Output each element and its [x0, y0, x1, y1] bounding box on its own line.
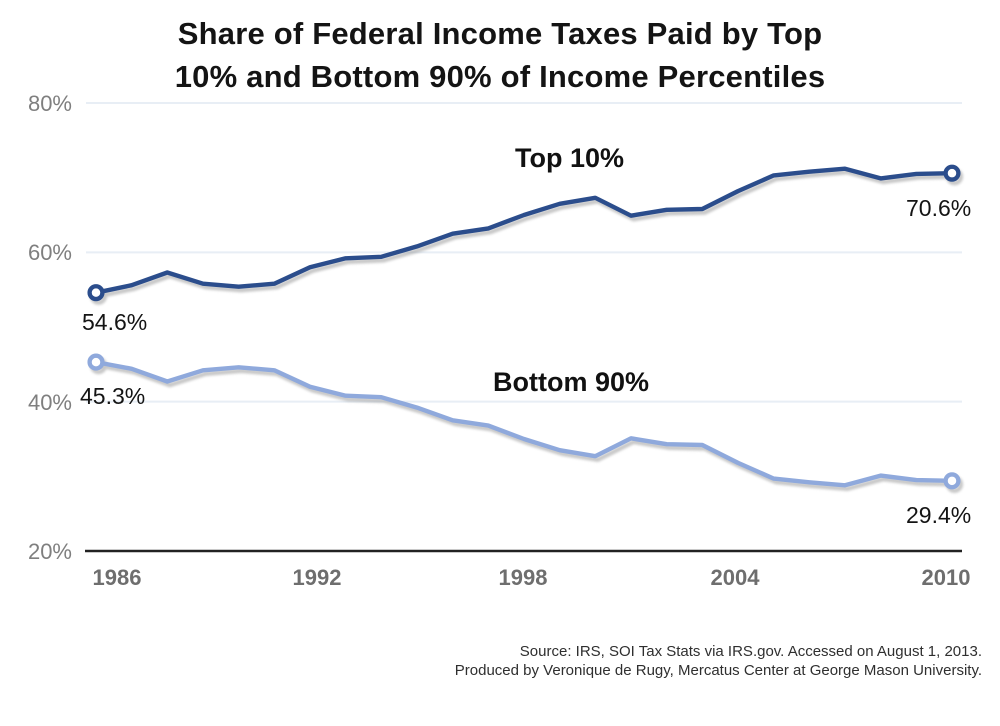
source-note: Source: IRS, SOI Tax Stats via IRS.gov. …: [455, 642, 982, 680]
x-tick-1998: 1998: [498, 565, 548, 590]
y-tick-20: 20%: [27, 539, 72, 564]
chart-title: Share of Federal Income Taxes Paid by To…: [0, 12, 1000, 98]
series-label-top-10: Top 10%: [515, 143, 625, 173]
endpoint-label-bottom-end: 29.4%: [906, 502, 972, 528]
top-10-line: [93, 166, 955, 295]
top-10-series: [87, 164, 961, 302]
top-10-line-shadow: [89, 168, 964, 305]
source-line-2: Produced by Veronique de Rugy, Mercatus …: [454, 662, 982, 679]
endpoint-label-top-end: 70.6%: [906, 195, 972, 221]
chart-title-line-1: Share of Federal Income Taxes Paid by To…: [177, 16, 823, 51]
y-tick-40: 40%: [27, 390, 72, 415]
x-tick-1986: 1986: [92, 565, 142, 590]
top-10-start-marker: [87, 284, 105, 302]
top-10-end-marker: [943, 164, 961, 182]
y-tick-60: 60%: [27, 240, 72, 265]
bottom-90-start-marker: [87, 353, 105, 371]
endpoint-label-bottom-start: 45.3%: [80, 383, 146, 409]
bottom-90-end-marker: [943, 472, 961, 490]
endpoint-label-top-start: 54.6%: [82, 309, 148, 335]
chart-title-line-2: 10% and Bottom 90% of Income Percentiles: [174, 59, 826, 94]
source-line-1: Source: IRS, SOI Tax Stats via IRS.gov. …: [519, 643, 982, 660]
series-label-bottom-90: Bottom 90%: [493, 367, 650, 397]
x-tick-1992: 1992: [292, 565, 342, 590]
bottom-90-line: [93, 359, 955, 488]
bottom-90-series: [87, 353, 961, 490]
y-tick-80: 80%: [27, 91, 72, 116]
x-tick-2004: 2004: [710, 565, 760, 590]
x-tick-2010: 2010: [921, 565, 971, 590]
